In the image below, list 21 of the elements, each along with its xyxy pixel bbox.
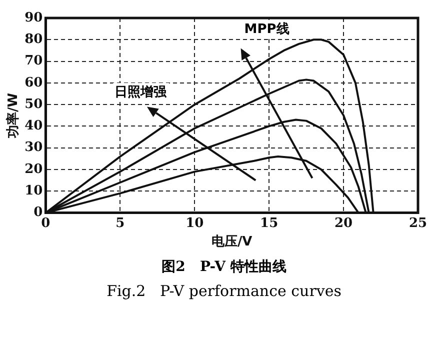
x-tick-label: 10 bbox=[186, 216, 204, 231]
y-tick-label: 40 bbox=[24, 118, 43, 134]
x-axis-title: 电压/V bbox=[211, 234, 252, 250]
text: 图2 P-V 特性曲线 bbox=[160, 258, 288, 276]
y-tick-label: 0 bbox=[34, 205, 43, 220]
y-tick-label: 70 bbox=[24, 54, 43, 69]
y-tick-label: 90 bbox=[24, 10, 43, 26]
annotation: MPP线 bbox=[242, 20, 292, 38]
y-tick-label: 50 bbox=[24, 96, 43, 112]
y-tick-label: 10 bbox=[24, 184, 43, 199]
x-tick-label: 15 bbox=[260, 216, 278, 231]
text: Fig.2 P-V performance curves bbox=[106, 282, 342, 300]
y-tick-label: 80 bbox=[24, 32, 43, 48]
y-tick-label: 30 bbox=[24, 140, 43, 156]
y-tick-label: 20 bbox=[24, 162, 43, 177]
x-tick-label: 20 bbox=[334, 216, 353, 231]
annotation: 日照增强 bbox=[112, 82, 169, 101]
y-axis-title: 功率/W bbox=[5, 92, 22, 139]
y-tick-label: 60 bbox=[24, 75, 43, 90]
x-tick-label: 25 bbox=[408, 216, 428, 231]
x-tick-label: 5 bbox=[116, 216, 125, 231]
